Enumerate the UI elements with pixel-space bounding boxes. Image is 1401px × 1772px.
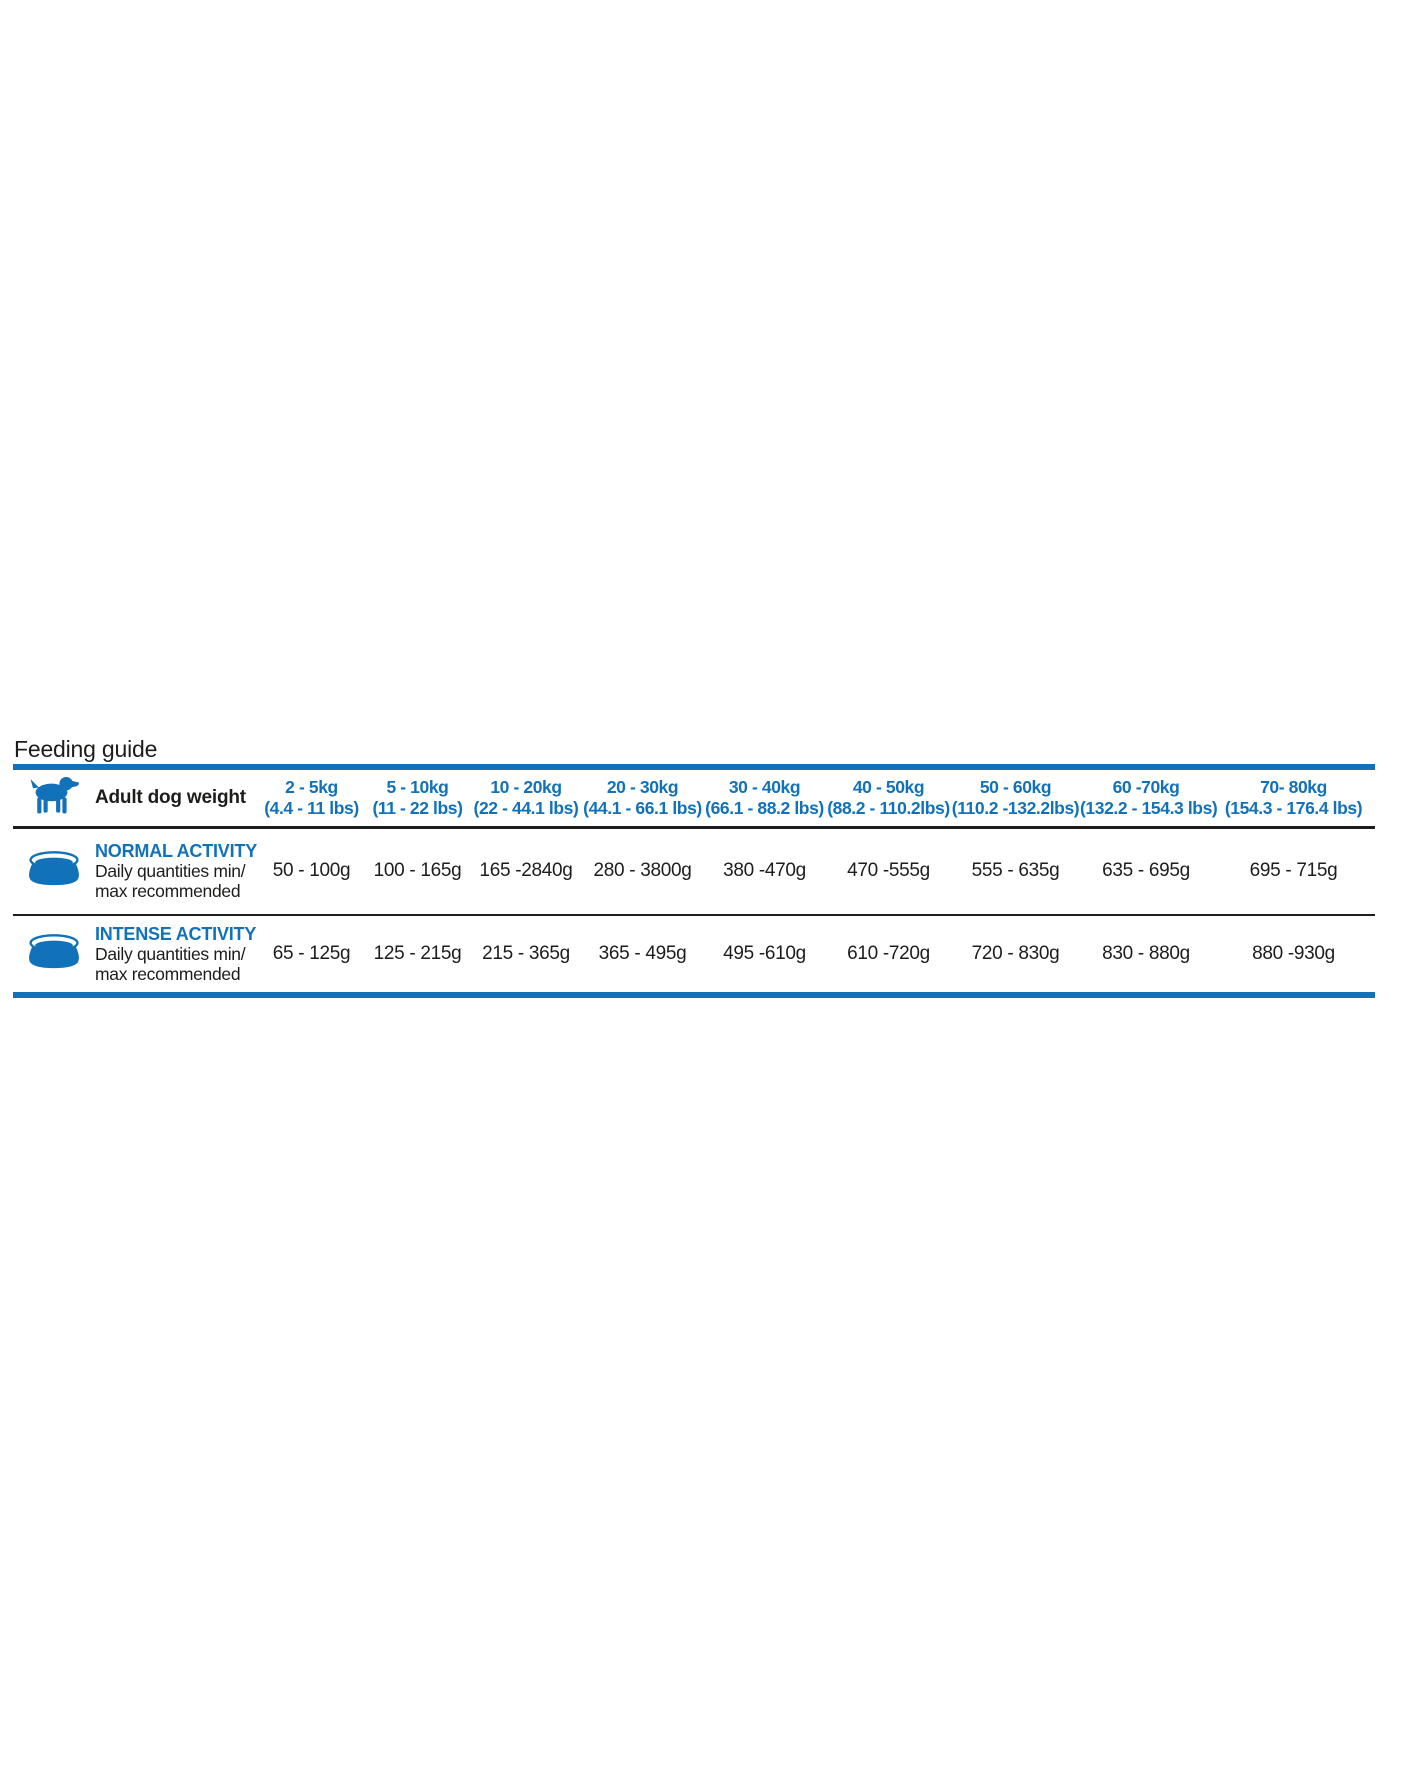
quantity-cell: 880 -930g	[1252, 943, 1335, 964]
quantity-cell: 720 - 830g	[971, 943, 1060, 964]
quantity-cell: 495 -610g	[723, 943, 806, 964]
weight-kg: 40 - 50kg	[852, 776, 925, 797]
quantity-cell: 555 - 635g	[951, 827, 1080, 916]
adult-dog-weight-label: Adult dog weight	[95, 786, 246, 808]
row-label-cell: INTENSE ACTIVITY Daily quantities min/ m…	[95, 915, 258, 995]
weight-kg: 70- 80kg	[1260, 776, 1327, 797]
header-label-cell: Adult dog weight	[95, 767, 258, 829]
table-row-normal-activity: NORMAL ACTIVITY Daily quantities min/ ma…	[13, 827, 1375, 916]
activity-description-line2: max recommended	[95, 963, 241, 984]
quantity-cell: 380 -470g	[703, 827, 826, 916]
row-icon-cell	[13, 915, 95, 995]
quantity-cell: 610 -720g	[847, 943, 930, 964]
table-row-intense-activity: INTENSE ACTIVITY Daily quantities min/ m…	[13, 915, 1375, 995]
quantity-cell: 830 - 880g	[1102, 943, 1190, 964]
weight-lbs: (88.2 - 110.2lbs)	[827, 797, 950, 818]
weight-kg: 60 -70kg	[1112, 776, 1180, 797]
quantity-cell: 470 -555g	[826, 827, 951, 916]
weight-kg: 20 - 30kg	[606, 776, 679, 797]
weight-lbs: (44.1 - 66.1 lbs)	[583, 797, 702, 818]
header-icon-cell	[13, 767, 95, 829]
quantity-cell: 215 - 365g	[482, 943, 570, 964]
page-title: Feeding guide	[14, 736, 158, 762]
quantity-cell: 280 - 3800g	[582, 827, 703, 916]
activity-description-line1: Daily quantities min/	[95, 861, 246, 882]
column-header-3: 10 - 20kg (22 - 44.1 lbs)	[470, 767, 582, 829]
weight-kg: 50 - 60kg	[979, 776, 1052, 797]
feeding-guide-table: Adult dog weight 2 - 5kg (4.4 - 11 lbs) …	[13, 764, 1375, 998]
quantity-cell: 125 - 215g	[373, 943, 462, 964]
column-header-2: 5 - 10kg (11 - 22 lbs)	[365, 767, 470, 829]
row-icon-cell	[13, 827, 95, 916]
activity-description-line2: max recommended	[95, 880, 241, 901]
quantity-cell: 50 - 100g	[258, 827, 365, 916]
bowl-icon	[27, 933, 81, 970]
weight-lbs: (154.3 - 176.4 lbs)	[1224, 797, 1363, 818]
weight-kg: 5 - 10kg	[386, 776, 449, 797]
weight-lbs: (66.1 - 88.2 lbs)	[705, 797, 824, 818]
bowl-icon	[27, 850, 81, 887]
quantity-cell: 100 - 165g	[365, 827, 470, 916]
weight-kg: 30 - 40kg	[728, 776, 801, 797]
column-header-7: 50 - 60kg (110.2 -132.2lbs)	[951, 767, 1080, 829]
quantity-cell: 365 - 495g	[598, 943, 687, 964]
table-header-row: Adult dog weight 2 - 5kg (4.4 - 11 lbs) …	[13, 767, 1375, 829]
column-header-4: 20 - 30kg (44.1 - 66.1 lbs)	[582, 767, 703, 829]
activity-description-line1: Daily quantities min/	[95, 944, 246, 964]
weight-lbs: (132.2 - 154.3 lbs)	[1080, 797, 1218, 818]
weight-lbs: (110.2 -132.2lbs)	[951, 797, 1080, 818]
weight-kg: 2 - 5kg	[285, 776, 338, 797]
weight-kg: 10 - 20kg	[490, 776, 562, 797]
column-header-9: 70- 80kg (154.3 - 176.4 lbs)	[1212, 767, 1375, 829]
activity-label: NORMAL ACTIVITY	[95, 841, 257, 862]
activity-label: INTENSE ACTIVITY	[95, 924, 257, 944]
weight-lbs: (11 - 22 lbs)	[372, 797, 463, 818]
quantity-cell: 165 -2840g	[470, 827, 582, 916]
quantity-cell: 635 - 695g	[1080, 827, 1212, 916]
column-header-5: 30 - 40kg (66.1 - 88.2 lbs)	[703, 767, 826, 829]
dog-icon	[28, 774, 80, 816]
column-header-6: 40 - 50kg (88.2 - 110.2lbs)	[826, 767, 951, 829]
column-header-1: 2 - 5kg (4.4 - 11 lbs)	[258, 767, 365, 829]
quantity-cell: 65 - 125g	[272, 943, 351, 964]
weight-lbs: (4.4 - 11 lbs)	[264, 797, 359, 818]
weight-lbs: (22 - 44.1 lbs)	[473, 797, 579, 818]
row-label-cell: NORMAL ACTIVITY Daily quantities min/ ma…	[95, 827, 258, 916]
quantity-cell: 695 - 715g	[1212, 827, 1375, 916]
column-header-8: 60 -70kg (132.2 - 154.3 lbs)	[1080, 767, 1218, 829]
